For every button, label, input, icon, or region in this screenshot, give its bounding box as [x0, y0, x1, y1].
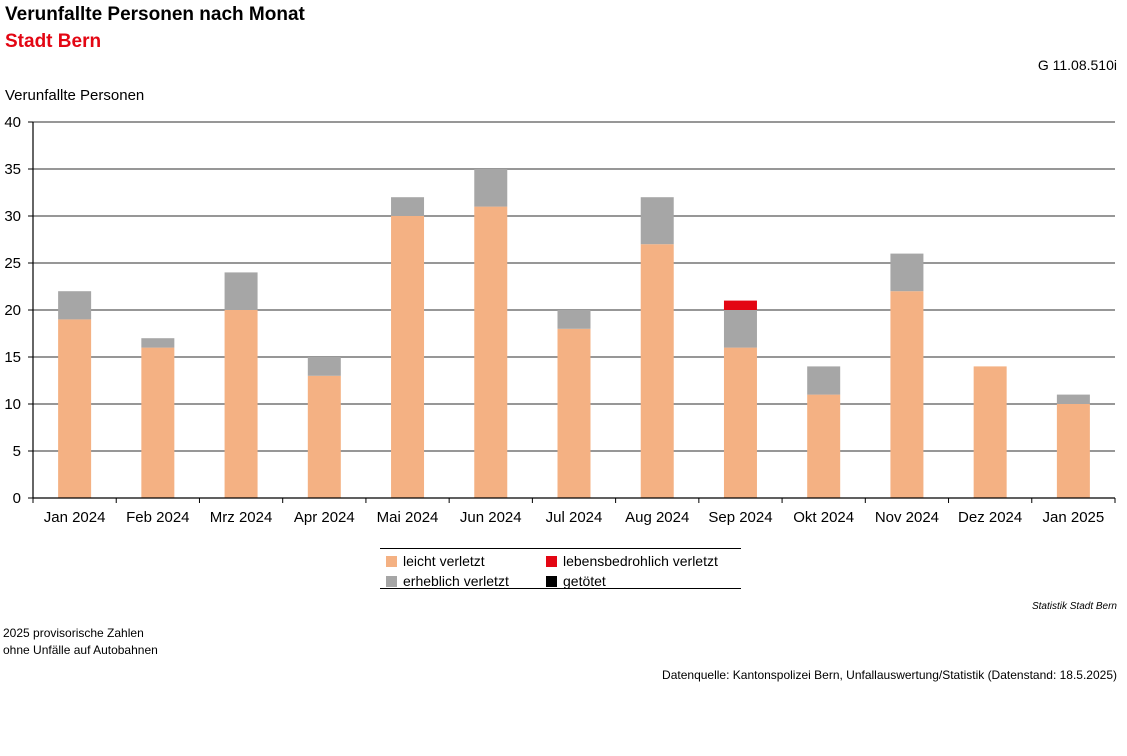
bar-chart: 0 5 10 15 20 25 30 35 40 Jan 2024 Feb 2024 Mrz 2024… — [4, 114, 1116, 526]
bar-segment — [557, 310, 591, 329]
legend-swatch-getoetet — [546, 575, 557, 587]
x-tick-label: Dez 2024 — [958, 509, 1022, 526]
bar-segment — [391, 216, 425, 498]
x-tick-label: Apr 2024 — [294, 509, 355, 526]
bar-segment — [224, 310, 258, 498]
bars — [58, 169, 1090, 498]
y-tick-label: 15 — [4, 349, 21, 366]
y-tick-label: 25 — [4, 255, 21, 272]
y-tick-label: 5 — [13, 443, 21, 460]
x-tick-label: Jul 2024 — [546, 509, 603, 526]
legend-swatch-erheblich — [386, 575, 397, 587]
bar-segment — [890, 253, 924, 292]
x-tick-label: Mrz 2024 — [210, 509, 273, 526]
axes: 0 5 10 15 20 25 30 35 40 Jan 2024 Feb 2024 Mrz 2024… — [4, 114, 1116, 526]
bar-segment — [723, 310, 757, 348]
y-tick-label: 40 — [4, 114, 21, 131]
chart-code: G 11.08.510i — [1037, 57, 1117, 73]
y-tick-label: 35 — [4, 161, 21, 178]
data-source: Datenquelle: Kantonspolizei Bern, Unfall… — [662, 668, 1117, 682]
footnote-autobahn: ohne Unfälle auf Autobahnen — [3, 643, 158, 657]
legend-item-leicht: leicht verletzt — [386, 553, 485, 569]
bar-segment — [307, 375, 341, 498]
bar-segment — [807, 366, 841, 395]
legend: leicht verletzt lebensbedrohlich verletz… — [380, 548, 741, 589]
bar-segment — [141, 338, 175, 348]
legend-swatch-leicht — [386, 555, 397, 567]
x-tick-label: Jan 2024 — [44, 509, 106, 526]
chart-title: Verunfallte Personen nach Monat — [5, 4, 305, 25]
y-tick-label: 10 — [4, 396, 21, 413]
bar-segment — [557, 328, 591, 498]
bar-segment — [474, 206, 508, 498]
x-tick-label: Feb 2024 — [126, 509, 189, 526]
x-tick-label: Nov 2024 — [875, 509, 939, 526]
legend-label-lebensbedrohlich: lebensbedrohlich verletzt — [563, 553, 718, 569]
bar-segment — [224, 272, 258, 310]
legend-label-erheblich: erheblich verletzt — [403, 573, 509, 589]
x-tick-label: Aug 2024 — [625, 509, 689, 526]
bar-segment — [58, 319, 92, 498]
legend-label-leicht: leicht verletzt — [403, 553, 485, 569]
bar-segment — [141, 347, 175, 498]
bar-segment — [973, 366, 1007, 498]
bar-segment — [1056, 404, 1090, 498]
legend-item-erheblich: erheblich verletzt — [386, 573, 509, 589]
y-tick-label: 20 — [4, 302, 21, 319]
bar-segment — [1056, 394, 1090, 404]
legend-item-getoetet: getötet — [546, 573, 606, 589]
x-tick-label: Jun 2024 — [460, 509, 522, 526]
bar-segment — [890, 291, 924, 498]
legend-swatch-lebensbedrohlich — [546, 555, 557, 567]
legend-label-getoetet: getötet — [563, 573, 606, 589]
bar-segment — [640, 244, 674, 498]
bar-segment — [307, 357, 341, 376]
bar-segment — [723, 300, 757, 310]
bar-segment — [807, 394, 841, 498]
x-tick-label: Sep 2024 — [708, 509, 772, 526]
x-tick-label: Jan 2025 — [1043, 509, 1105, 526]
bar-segment — [58, 291, 92, 320]
y-tick-label: 30 — [4, 208, 21, 225]
bar-segment — [723, 347, 757, 498]
bar-segment — [391, 197, 425, 216]
y-axis-label: Verunfallte Personen — [5, 87, 145, 104]
x-tick-label: Okt 2024 — [793, 509, 854, 526]
footnote-provisional: 2025 provisorische Zahlen — [3, 626, 144, 640]
chart-subtitle: Stadt Bern — [5, 31, 102, 52]
x-tick-label: Mai 2024 — [377, 509, 439, 526]
bar-segment — [640, 197, 674, 245]
credit-text: Statistik Stadt Bern — [1031, 601, 1117, 612]
legend-item-lebensbedrohlich: lebensbedrohlich verletzt — [546, 553, 718, 569]
bar-segment — [474, 169, 508, 207]
y-tick-label: 0 — [13, 490, 21, 507]
